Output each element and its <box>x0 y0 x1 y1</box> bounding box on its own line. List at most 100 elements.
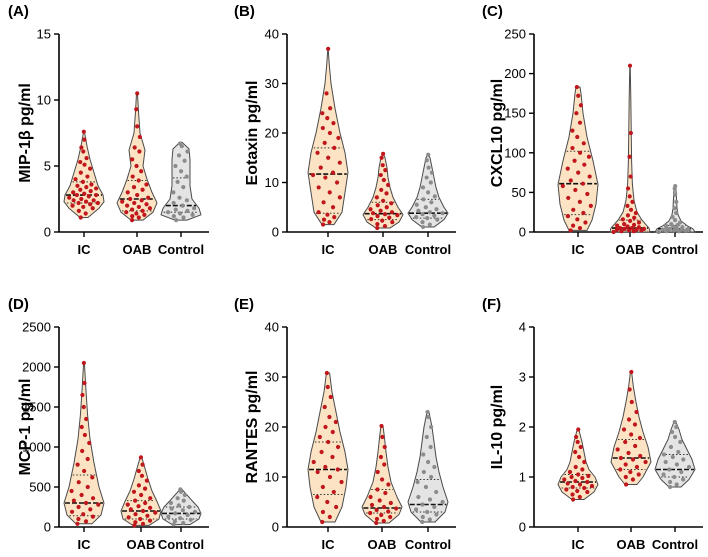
data-point <box>166 514 171 519</box>
data-point <box>82 380 87 386</box>
data-point <box>94 186 99 191</box>
data-point <box>562 477 567 482</box>
data-point <box>374 520 379 526</box>
data-point <box>315 150 320 155</box>
data-point <box>434 512 439 517</box>
data-point <box>382 444 387 450</box>
data-point <box>323 424 328 430</box>
data-point <box>416 208 421 213</box>
data-point <box>83 211 88 216</box>
data-point <box>427 222 432 227</box>
data-point <box>138 455 144 460</box>
data-point <box>632 422 638 427</box>
data-point <box>327 220 332 225</box>
data-point <box>429 424 434 430</box>
data-point <box>330 205 336 210</box>
data-point <box>378 172 383 178</box>
data-point <box>182 158 187 163</box>
data-point <box>144 202 149 207</box>
data-point <box>332 145 337 150</box>
data-point <box>190 212 195 217</box>
data-point <box>132 523 137 528</box>
data-point <box>583 220 588 225</box>
data-point <box>75 521 80 526</box>
data-point <box>576 93 581 98</box>
data-point <box>316 185 321 190</box>
data-point <box>82 432 87 438</box>
data-point <box>140 462 145 467</box>
data-point <box>88 166 93 171</box>
y-tick-label: 0 <box>44 520 51 535</box>
data-point <box>674 482 679 487</box>
data-point <box>192 206 197 211</box>
data-point <box>330 454 335 460</box>
data-point <box>88 202 93 207</box>
data-point <box>573 464 578 470</box>
x-tick-label: IC <box>572 537 586 552</box>
y-tick-label: 10 <box>37 93 51 108</box>
data-point <box>82 137 87 142</box>
data-point <box>327 414 332 420</box>
data-point <box>428 180 433 185</box>
data-point <box>673 210 679 216</box>
y-tick-label: 0 <box>272 225 279 240</box>
data-point <box>328 106 333 111</box>
data-point <box>633 210 638 216</box>
data-point <box>428 474 434 480</box>
data-point <box>672 474 677 480</box>
data-point <box>388 514 393 520</box>
y-axis-label: IL-10 pg/ml <box>489 385 506 469</box>
y-axis-label: MIP-1β pg/ml <box>17 83 34 183</box>
data-point <box>429 170 435 175</box>
data-point <box>147 518 153 523</box>
data-point <box>374 516 380 522</box>
data-point <box>76 504 81 510</box>
data-point <box>421 452 426 457</box>
data-point <box>426 165 431 170</box>
data-point <box>636 472 641 477</box>
data-point <box>130 214 135 219</box>
y-tick-label: 20 <box>265 126 279 141</box>
data-point <box>623 474 628 480</box>
panel-label: (F) <box>482 296 501 313</box>
data-point <box>71 190 76 195</box>
data-point <box>82 162 87 167</box>
data-point <box>134 163 139 169</box>
data-point <box>85 456 90 462</box>
data-point <box>416 494 421 500</box>
data-point <box>126 515 131 520</box>
data-point <box>91 198 96 203</box>
data-point <box>587 174 592 179</box>
data-point <box>334 504 339 510</box>
data-point <box>627 387 632 392</box>
y-tick-label: 2000 <box>22 360 51 375</box>
data-point <box>176 503 181 508</box>
data-point <box>74 192 79 198</box>
data-point <box>375 214 380 219</box>
data-point <box>420 514 425 520</box>
panel-a: (A) MIP-1β pg/ml 0 5 10 15 IC OAB Control <box>8 3 209 257</box>
data-point <box>331 121 336 126</box>
y-tick-label: 10 <box>265 175 279 190</box>
data-point <box>421 197 426 202</box>
data-point <box>136 504 141 509</box>
data-point <box>571 223 576 228</box>
data-point <box>136 468 141 474</box>
data-point <box>322 404 327 410</box>
data-point <box>415 479 420 485</box>
data-point <box>320 125 325 131</box>
y-tick-label: 150 <box>504 106 526 121</box>
x-tick-label: OAB <box>368 537 397 552</box>
data-point <box>686 464 692 470</box>
data-point <box>426 459 431 465</box>
data-point <box>379 512 384 518</box>
data-point <box>588 203 593 208</box>
y-tick-label: 1 <box>519 470 526 485</box>
data-point <box>629 432 634 437</box>
data-point <box>673 192 678 197</box>
data-point <box>139 169 144 174</box>
data-point <box>628 469 633 475</box>
data-point <box>383 168 388 173</box>
data-point <box>618 467 623 472</box>
data-point <box>181 215 186 220</box>
